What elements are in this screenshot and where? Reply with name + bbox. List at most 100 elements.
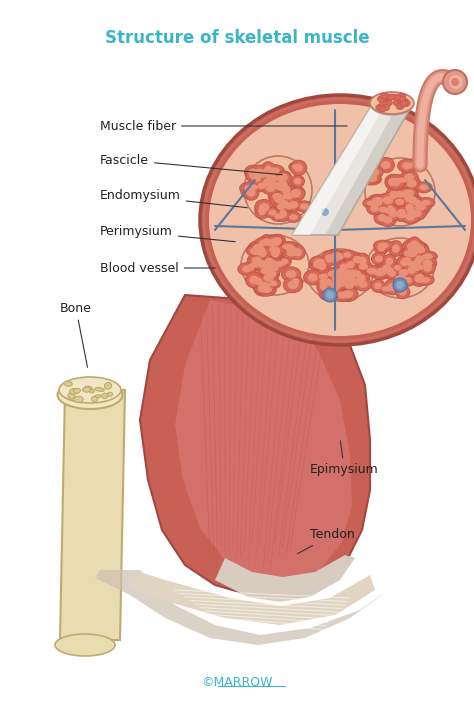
Ellipse shape	[316, 276, 331, 288]
Ellipse shape	[385, 258, 393, 266]
Ellipse shape	[275, 196, 293, 212]
Ellipse shape	[379, 101, 387, 107]
Ellipse shape	[242, 266, 252, 273]
Ellipse shape	[252, 249, 262, 256]
Ellipse shape	[416, 202, 426, 211]
Ellipse shape	[247, 259, 263, 270]
Ellipse shape	[357, 274, 366, 282]
Ellipse shape	[255, 203, 269, 219]
Ellipse shape	[330, 281, 341, 290]
Ellipse shape	[333, 280, 343, 287]
Ellipse shape	[384, 207, 393, 214]
Ellipse shape	[289, 275, 302, 287]
Ellipse shape	[424, 263, 432, 270]
Ellipse shape	[409, 197, 425, 208]
Ellipse shape	[409, 256, 426, 267]
Text: MA: MA	[140, 357, 374, 484]
Ellipse shape	[268, 239, 276, 247]
Ellipse shape	[240, 182, 259, 195]
Ellipse shape	[420, 277, 430, 283]
Ellipse shape	[398, 254, 415, 267]
Ellipse shape	[291, 160, 307, 176]
Ellipse shape	[95, 387, 104, 392]
Ellipse shape	[407, 249, 418, 257]
Ellipse shape	[410, 270, 428, 286]
Ellipse shape	[367, 166, 383, 178]
Ellipse shape	[401, 200, 418, 216]
Ellipse shape	[383, 216, 392, 224]
Ellipse shape	[394, 206, 410, 217]
Ellipse shape	[334, 269, 353, 285]
Ellipse shape	[244, 156, 312, 224]
Ellipse shape	[384, 279, 401, 295]
Ellipse shape	[341, 277, 348, 285]
Ellipse shape	[265, 165, 284, 176]
Ellipse shape	[335, 264, 348, 280]
Ellipse shape	[331, 252, 338, 261]
Text: Perimysium: Perimysium	[100, 226, 235, 241]
Ellipse shape	[393, 283, 401, 291]
Ellipse shape	[382, 104, 390, 110]
Ellipse shape	[260, 165, 273, 179]
Ellipse shape	[385, 94, 393, 101]
Ellipse shape	[276, 171, 291, 183]
Ellipse shape	[392, 94, 401, 101]
Ellipse shape	[272, 258, 287, 269]
Ellipse shape	[268, 190, 286, 203]
Ellipse shape	[82, 387, 91, 392]
Ellipse shape	[407, 249, 414, 255]
Ellipse shape	[252, 274, 265, 288]
Ellipse shape	[260, 282, 270, 290]
Ellipse shape	[270, 191, 289, 207]
Ellipse shape	[394, 265, 401, 270]
Ellipse shape	[404, 246, 417, 258]
Ellipse shape	[264, 258, 274, 265]
Ellipse shape	[288, 280, 298, 289]
Ellipse shape	[407, 159, 421, 171]
Ellipse shape	[286, 202, 293, 210]
Ellipse shape	[278, 185, 287, 192]
Ellipse shape	[259, 240, 267, 246]
Ellipse shape	[312, 259, 328, 270]
Ellipse shape	[378, 214, 387, 222]
Ellipse shape	[343, 290, 354, 298]
Ellipse shape	[359, 256, 366, 265]
Ellipse shape	[414, 274, 424, 283]
Ellipse shape	[329, 275, 347, 290]
Ellipse shape	[413, 259, 422, 265]
Ellipse shape	[267, 260, 278, 267]
Ellipse shape	[396, 211, 407, 218]
Ellipse shape	[402, 239, 422, 253]
Ellipse shape	[261, 255, 278, 268]
Ellipse shape	[397, 177, 408, 183]
Ellipse shape	[326, 281, 342, 294]
Ellipse shape	[388, 174, 404, 190]
Ellipse shape	[280, 173, 288, 180]
Ellipse shape	[390, 188, 409, 200]
Ellipse shape	[394, 279, 407, 293]
Ellipse shape	[363, 198, 380, 208]
Ellipse shape	[377, 157, 394, 173]
Ellipse shape	[409, 240, 425, 252]
Ellipse shape	[309, 261, 325, 270]
Ellipse shape	[333, 278, 343, 287]
Ellipse shape	[263, 238, 270, 246]
Ellipse shape	[281, 185, 291, 194]
Ellipse shape	[246, 246, 261, 256]
Ellipse shape	[310, 257, 326, 269]
Ellipse shape	[264, 235, 280, 251]
Ellipse shape	[392, 196, 408, 207]
Ellipse shape	[258, 284, 268, 292]
Ellipse shape	[57, 381, 122, 409]
Ellipse shape	[328, 249, 341, 263]
Ellipse shape	[382, 93, 390, 100]
Ellipse shape	[270, 238, 279, 245]
Ellipse shape	[389, 191, 398, 199]
Ellipse shape	[374, 282, 382, 290]
Ellipse shape	[408, 266, 416, 274]
Ellipse shape	[247, 264, 255, 270]
Ellipse shape	[244, 185, 259, 200]
Ellipse shape	[412, 200, 421, 206]
Ellipse shape	[255, 246, 271, 261]
Ellipse shape	[415, 264, 424, 270]
